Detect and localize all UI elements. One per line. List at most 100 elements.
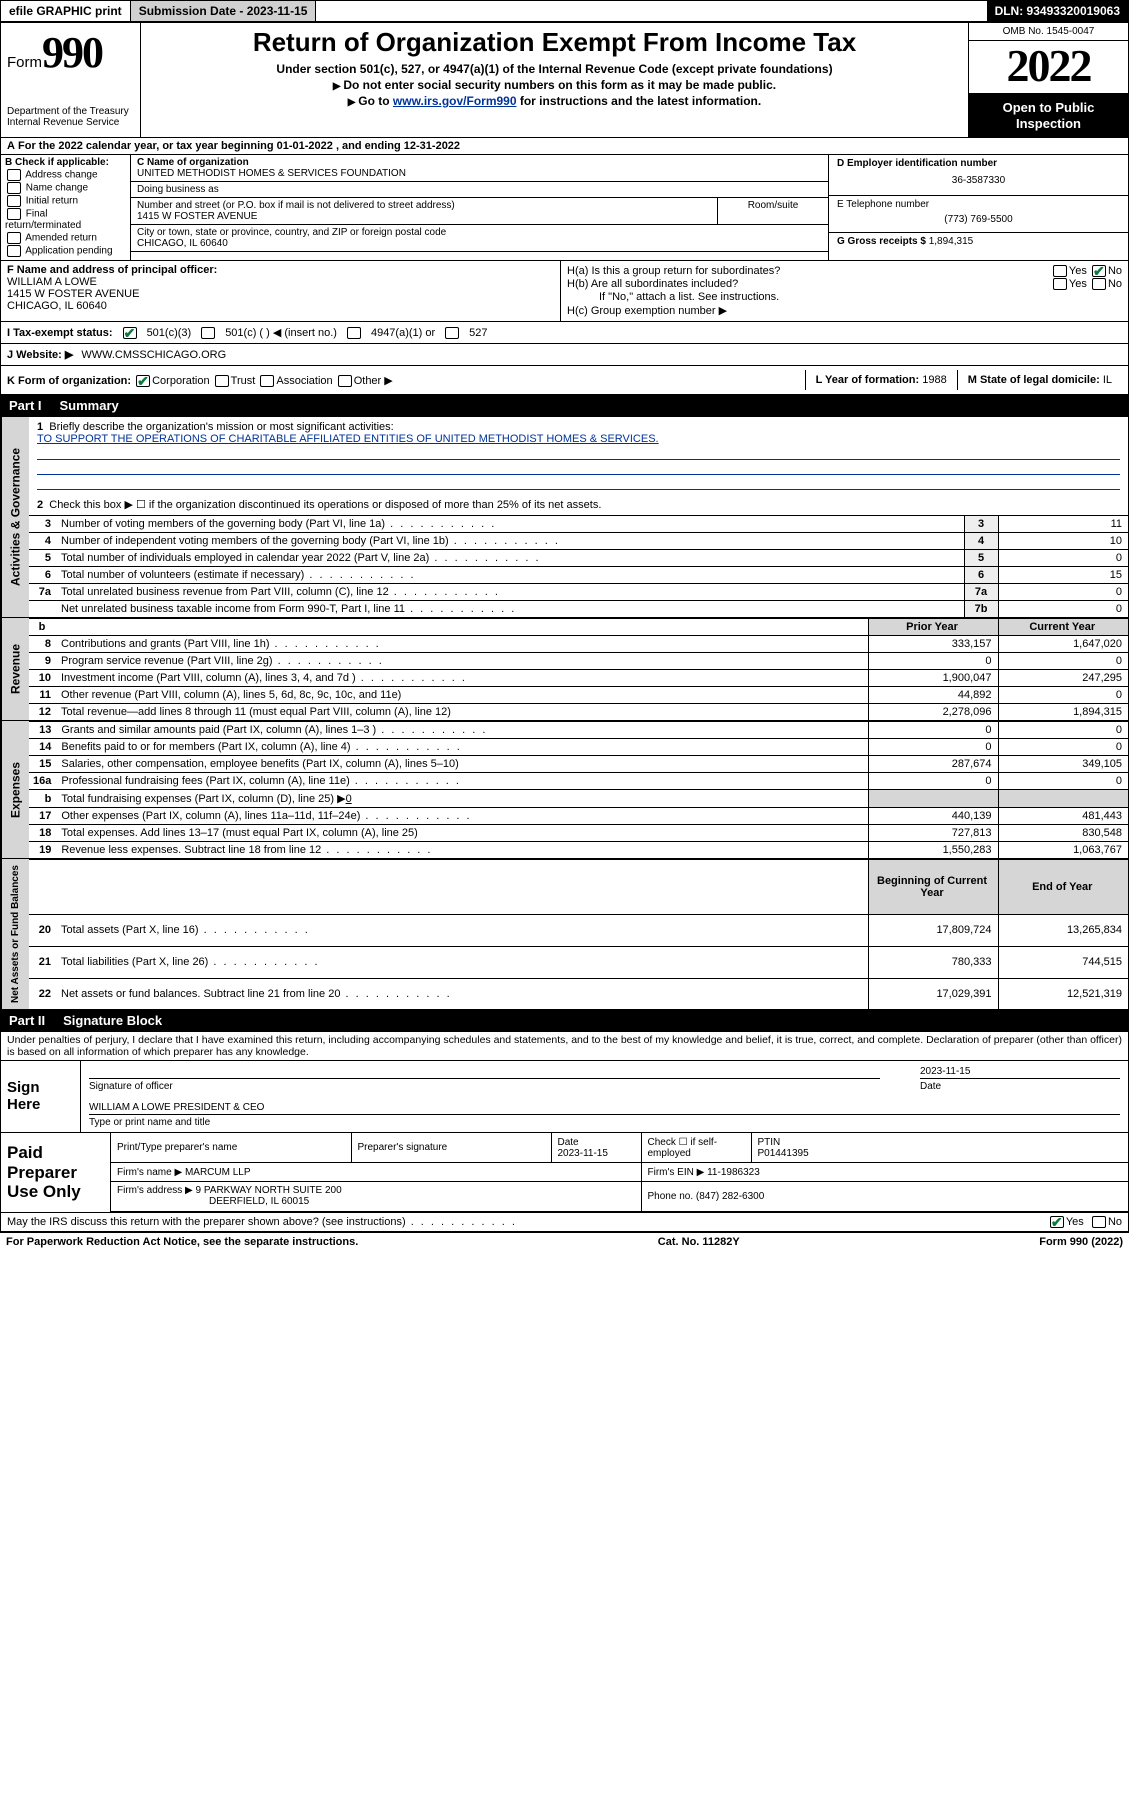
year-formation: L Year of formation: 1988	[805, 370, 957, 390]
dln-label: DLN: 93493320019063	[987, 1, 1128, 21]
line-13-prior: 0	[868, 722, 998, 739]
line-7a-val: 0	[998, 584, 1128, 601]
line-16a-prior: 0	[868, 773, 998, 790]
state-domicile: M State of legal domicile: IL	[957, 370, 1122, 390]
check-name-change[interactable]: Name change	[5, 182, 126, 194]
line-22-end: 12,521,319	[998, 978, 1128, 1009]
principal-officer-block: F Name and address of principal officer:…	[1, 261, 561, 321]
website-value: WWW.CMSSCHICAGO.ORG	[81, 349, 226, 361]
check-4947[interactable]	[347, 327, 361, 339]
discuss-no[interactable]	[1092, 1216, 1106, 1228]
firm-phone: (847) 282-6300	[696, 1191, 764, 1202]
dept-label: Department of the Treasury	[7, 106, 134, 117]
line-18-prior: 727,813	[868, 825, 998, 842]
city-label: City or town, state or province, country…	[137, 227, 446, 238]
line-10-current: 247,295	[998, 670, 1128, 687]
efile-label[interactable]: efile GRAPHIC print	[1, 1, 131, 21]
net-assets-table: Beginning of Current YearEnd of Year 20T…	[29, 859, 1128, 1009]
room-label: Room/suite	[718, 198, 828, 224]
header-sub1: Under section 501(c), 527, or 4947(a)(1)…	[147, 62, 962, 76]
part-2-header: Part II Signature Block	[1, 1009, 1128, 1031]
firm-address: 9 PARKWAY NORTH SUITE 200	[196, 1185, 342, 1196]
page-footer: For Paperwork Reduction Act Notice, see …	[0, 1232, 1129, 1251]
mission-text: TO SUPPORT THE OPERATIONS OF CHARITABLE …	[37, 433, 659, 445]
check-527[interactable]	[445, 327, 459, 339]
org-address: 1415 W FOSTER AVENUE	[137, 211, 257, 222]
form-container: Form990 Department of the Treasury Inter…	[0, 22, 1129, 1232]
check-trust[interactable]	[215, 375, 229, 387]
form-number: 990	[42, 28, 102, 77]
row-a-tax-year: A For the 2022 calendar year, or tax yea…	[1, 138, 1128, 155]
check-address-change[interactable]: Address change	[5, 169, 126, 181]
line-17-prior: 440,139	[868, 808, 998, 825]
check-association[interactable]	[260, 375, 274, 387]
paid-preparer-block: Paid Preparer Use Only Print/Type prepar…	[1, 1132, 1128, 1212]
header-sub2: Do not enter social security numbers on …	[147, 78, 962, 92]
line-12-current: 1,894,315	[998, 704, 1128, 721]
discuss-row: May the IRS discuss this return with the…	[1, 1212, 1128, 1231]
line-19-prior: 1,550,283	[868, 842, 998, 859]
line-4-val: 10	[998, 533, 1128, 550]
expenses-table: 13Grants and similar amounts paid (Part …	[29, 721, 1128, 858]
officer-name: WILLIAM A LOWE	[7, 276, 97, 288]
line-3-val: 11	[998, 516, 1128, 533]
officer-print-name: WILLIAM A LOWE PRESIDENT & CEO	[89, 1102, 1120, 1113]
footer-left: For Paperwork Reduction Act Notice, see …	[6, 1236, 358, 1248]
sign-here-block: Sign Here Signature of officer 2023-11-1…	[1, 1060, 1128, 1132]
line-7b-val: 0	[998, 601, 1128, 618]
row-i-tax-exempt: I Tax-exempt status: 501(c)(3) 501(c) ( …	[1, 321, 1128, 343]
line-21-begin: 780,333	[868, 946, 998, 978]
org-name: UNITED METHODIST HOMES & SERVICES FOUNDA…	[137, 168, 406, 179]
firm-address-2: DEERFIELD, IL 60015	[117, 1196, 635, 1207]
hb-label: H(b) Are all subordinates included?	[567, 278, 738, 290]
hb-yes[interactable]	[1053, 278, 1067, 290]
line-8-prior: 333,157	[868, 636, 998, 653]
check-corporation[interactable]	[136, 375, 150, 387]
ptin-value: P01441395	[758, 1148, 809, 1159]
governance-strip: Activities & Governance	[1, 417, 29, 617]
check-amended-return[interactable]: Amended return	[5, 232, 126, 244]
irs-label: Internal Revenue Service	[7, 117, 134, 128]
header-sub3: Go to www.irs.gov/Form990 for instructio…	[147, 94, 962, 108]
part-1-header: Part I Summary	[1, 394, 1128, 416]
ha-yes[interactable]	[1053, 265, 1067, 277]
line-15-prior: 287,674	[868, 756, 998, 773]
line-18-current: 830,548	[998, 825, 1128, 842]
check-501c[interactable]	[201, 327, 215, 339]
check-other[interactable]	[338, 375, 352, 387]
dba-label: Doing business as	[137, 184, 219, 195]
footer-cat-no: Cat. No. 11282Y	[658, 1236, 740, 1248]
preparer-sig-label: Preparer's signature	[351, 1133, 551, 1162]
discuss-yes[interactable]	[1050, 1216, 1064, 1228]
line-22-begin: 17,029,391	[868, 978, 998, 1009]
check-initial-return[interactable]: Initial return	[5, 195, 126, 207]
officer-city: CHICAGO, IL 60640	[7, 300, 107, 312]
ha-no[interactable]	[1092, 265, 1106, 277]
net-assets-strip: Net Assets or Fund Balances	[1, 859, 29, 1009]
hb-no[interactable]	[1092, 278, 1106, 290]
ein-label: D Employer identification number	[837, 158, 997, 169]
public-inspection-badge: Open to Public Inspection	[969, 94, 1128, 137]
perjury-statement: Under penalties of perjury, I declare th…	[1, 1031, 1128, 1060]
line-21-end: 744,515	[998, 946, 1128, 978]
org-city: CHICAGO, IL 60640	[137, 238, 228, 249]
hc-label: H(c) Group exemption number ▶	[567, 304, 1122, 317]
check-application-pending[interactable]: Application pending	[5, 245, 126, 257]
instructions-link[interactable]: www.irs.gov/Form990	[393, 94, 517, 108]
line-15-current: 349,105	[998, 756, 1128, 773]
line-6-val: 15	[998, 567, 1128, 584]
self-employed-check[interactable]: Check ☐ if self-employed	[641, 1133, 751, 1162]
firm-name: MARCUM LLP	[185, 1167, 251, 1178]
revenue-strip: Revenue	[1, 618, 29, 720]
line-17-current: 481,443	[998, 808, 1128, 825]
sign-date-label: Date	[920, 1081, 941, 1092]
check-501c3[interactable]	[123, 327, 137, 339]
preparer-date: 2023-11-15	[558, 1148, 608, 1159]
ha-label: H(a) Is this a group return for subordin…	[567, 265, 780, 277]
check-final-return[interactable]: Final return/terminated	[5, 208, 126, 231]
governance-table: 3Number of voting members of the governi…	[29, 515, 1128, 617]
mission-block: 1 Briefly describe the organization's mi…	[29, 417, 1128, 515]
gross-receipts-label: G Gross receipts $	[837, 236, 926, 247]
tax-year: 2022	[969, 41, 1128, 94]
col-b-checkboxes: B Check if applicable: Address change Na…	[1, 155, 131, 260]
